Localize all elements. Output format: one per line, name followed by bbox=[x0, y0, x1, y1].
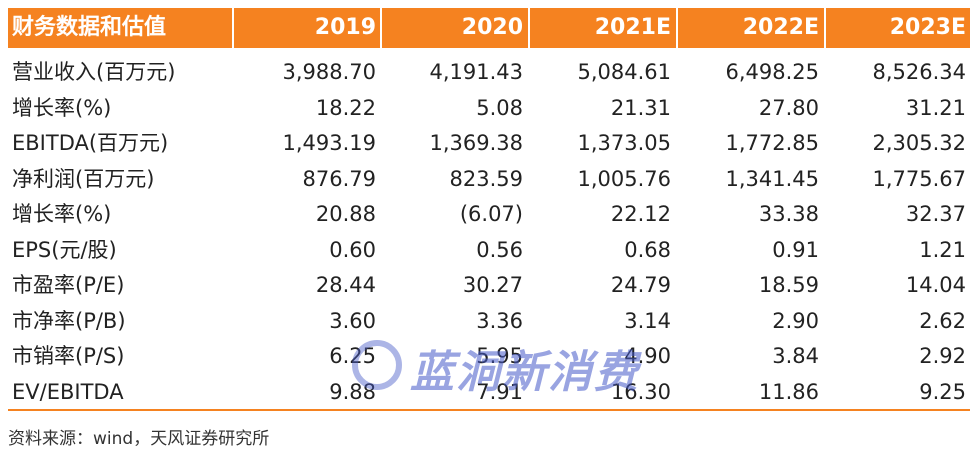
row-label: 增长率(%) bbox=[12, 95, 112, 120]
value-cell: 2.90 bbox=[772, 308, 819, 333]
value-cell: 14.04 bbox=[905, 273, 966, 297]
value-cell: 2.92 bbox=[919, 344, 966, 368]
value-cell: 6,498.25 bbox=[725, 60, 819, 84]
header-cell: 2021E bbox=[594, 15, 671, 40]
value-cell: 33.38 bbox=[758, 202, 819, 226]
value-cell: 7.91 bbox=[476, 379, 523, 404]
column-separator bbox=[528, 8, 530, 410]
value-cell: 1,775.67 bbox=[872, 166, 966, 191]
value-cell: 22.12 bbox=[610, 202, 671, 226]
value-cell: 1,369.38 bbox=[429, 131, 523, 155]
row-label: 净利润(百万元) bbox=[12, 166, 155, 191]
row-label: 市销率(P/S) bbox=[12, 344, 125, 368]
value-cell: 3.14 bbox=[624, 308, 671, 333]
value-cell: 18.59 bbox=[758, 273, 819, 297]
watermark: 蓝洞新消费 bbox=[410, 347, 640, 398]
value-cell: 3.84 bbox=[772, 344, 819, 368]
value-cell: 27.80 bbox=[758, 95, 819, 120]
value-cell: 31.21 bbox=[905, 95, 966, 120]
value-cell: 2.62 bbox=[919, 308, 966, 333]
value-cell: 1.21 bbox=[919, 237, 966, 262]
row-label: 市盈率(P/E) bbox=[12, 273, 125, 297]
row-label: EPS(元/股) bbox=[12, 237, 117, 262]
value-cell: 0.68 bbox=[624, 237, 671, 262]
value-cell: 5,084.61 bbox=[577, 60, 671, 84]
value-cell: 823.59 bbox=[449, 166, 523, 191]
value-cell: 3.36 bbox=[476, 308, 523, 333]
value-cell: 24.79 bbox=[610, 273, 671, 297]
value-cell: 1,493.19 bbox=[282, 131, 376, 155]
value-cell: (6.07) bbox=[459, 202, 523, 226]
row-label: 增长率(%) bbox=[12, 202, 112, 226]
column-separator bbox=[380, 8, 382, 410]
column-separator bbox=[676, 8, 678, 410]
value-cell: 5.95 bbox=[476, 344, 523, 368]
value-cell: 8,526.34 bbox=[872, 60, 966, 84]
value-cell: 9.25 bbox=[919, 379, 966, 404]
row-label: EBITDA(百万元) bbox=[12, 131, 169, 155]
value-cell: 1,341.45 bbox=[725, 166, 819, 191]
value-cell: 18.22 bbox=[315, 95, 376, 120]
value-cell: 2,305.32 bbox=[872, 131, 966, 155]
header-cell: 2020 bbox=[461, 15, 523, 40]
column-separator bbox=[232, 8, 234, 410]
value-cell: 21.31 bbox=[610, 95, 671, 120]
header-cell: 2022E bbox=[742, 15, 819, 40]
bottom-rule bbox=[8, 409, 970, 411]
value-cell: 11.86 bbox=[758, 379, 819, 404]
value-cell: 1,373.05 bbox=[577, 131, 671, 155]
value-cell: 5.08 bbox=[476, 95, 523, 120]
value-cell: 3,988.70 bbox=[282, 60, 376, 84]
value-cell: 32.37 bbox=[905, 202, 966, 226]
value-cell: 4,191.43 bbox=[429, 60, 523, 84]
row-label: 市净率(P/B) bbox=[12, 308, 126, 333]
value-cell: 876.79 bbox=[302, 166, 376, 191]
source-note: 资料来源：wind，天风证券研究所 bbox=[8, 429, 270, 449]
value-cell: 4.90 bbox=[624, 344, 671, 368]
value-cell: 16.30 bbox=[610, 379, 671, 404]
value-cell: 28.44 bbox=[315, 273, 376, 297]
value-cell: 0.60 bbox=[329, 237, 376, 262]
header-cell: 财务数据和估值 bbox=[12, 15, 167, 40]
value-cell: 0.91 bbox=[772, 237, 819, 262]
value-cell: 0.56 bbox=[476, 237, 523, 262]
row-label: 营业收入(百万元) bbox=[12, 60, 176, 84]
watermark-icon bbox=[352, 340, 402, 390]
header-cell: 2019 bbox=[314, 15, 376, 40]
row-label: EV/EBITDA bbox=[12, 379, 124, 404]
column-separator bbox=[824, 8, 826, 410]
value-cell: 1,005.76 bbox=[577, 166, 671, 191]
value-cell: 1,772.85 bbox=[725, 131, 819, 155]
value-cell: 30.27 bbox=[462, 273, 523, 297]
value-cell: 20.88 bbox=[315, 202, 376, 226]
header-cell: 2023E bbox=[889, 15, 966, 40]
value-cell: 3.60 bbox=[329, 308, 376, 333]
header-bar bbox=[8, 8, 970, 48]
